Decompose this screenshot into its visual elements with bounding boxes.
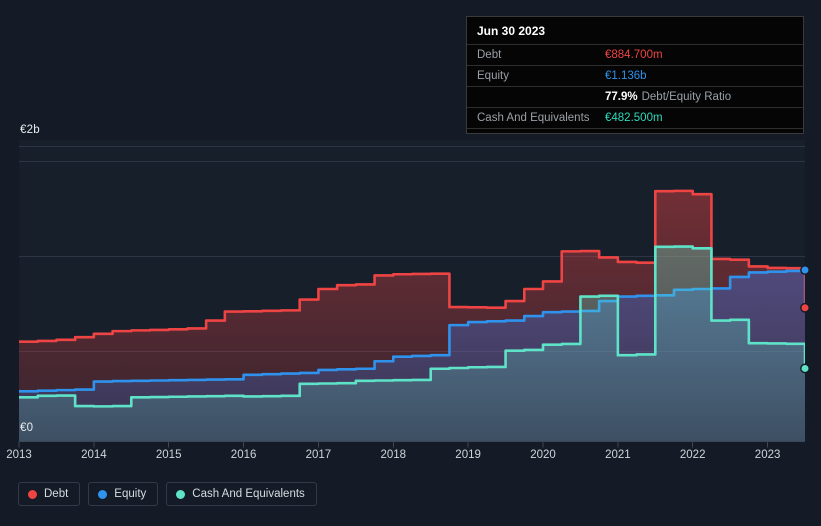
x-axis-tick-label-2017: 2017 xyxy=(305,449,332,461)
x-axis-tick-label-2023: 2023 xyxy=(754,449,781,461)
chart-tooltip: Jun 30 2023 Debt €884.700m Equity €1.136… xyxy=(466,16,804,134)
legend-item-cash[interactable]: Cash And Equivalents xyxy=(166,482,317,506)
line-cash xyxy=(19,245,805,408)
tooltip-row-cash: Cash And Equivalents €482.500m xyxy=(467,107,803,128)
endpoint-marker-debt xyxy=(800,302,810,313)
x-axis-tick-label-2020: 2020 xyxy=(530,449,556,461)
legend-item-debt[interactable]: Debt xyxy=(18,482,81,506)
x-axis-tick-label-2015: 2015 xyxy=(155,449,182,461)
tooltip-row-debt: Debt €884.700m xyxy=(467,44,803,65)
tooltip-row-equity: Equity €1.136b xyxy=(467,65,803,86)
tooltip-label-cash: Cash And Equivalents xyxy=(477,112,590,124)
tooltip-bottom-divider xyxy=(467,128,803,133)
area-cash xyxy=(19,246,805,441)
legend-label: Equity xyxy=(114,488,147,500)
x-axis-tick-label-2016: 2016 xyxy=(230,449,257,461)
chart-legend: Debt Equity Cash And Equivalents xyxy=(18,482,317,506)
x-axis-tick-label-2019: 2019 xyxy=(455,449,481,461)
legend-dot-cash-icon xyxy=(176,489,186,499)
chart-plot-area xyxy=(18,146,810,448)
x-axis-ticks xyxy=(18,441,769,448)
legend-label: Debt xyxy=(44,488,69,500)
tooltip-value-debt: €884.700m xyxy=(605,49,663,61)
tooltip-row-ratio: 77.9% Debt/Equity Ratio xyxy=(467,86,803,107)
x-axis-tick-label-2021: 2021 xyxy=(605,449,631,461)
y-axis-label-zero: €0 xyxy=(20,422,34,434)
tooltip-ratio-percent: 77.9% xyxy=(605,91,638,103)
tooltip-label-equity: Equity xyxy=(477,70,509,82)
x-axis-tick-label-2022: 2022 xyxy=(679,449,706,461)
x-axis-tick-label-2014: 2014 xyxy=(81,449,107,461)
line-debt xyxy=(19,189,805,343)
tooltip-date: Jun 30 2023 xyxy=(477,24,546,38)
legend-dot-debt-icon xyxy=(28,489,37,499)
x-axis-tick-label-2018: 2018 xyxy=(380,449,407,461)
legend-dot-equity-icon xyxy=(98,489,108,499)
legend-item-equity[interactable]: Equity xyxy=(88,482,159,506)
series-layer xyxy=(19,189,805,441)
tooltip-ratio-label: Debt/Equity Ratio xyxy=(641,91,732,103)
endpoint-marker-equity xyxy=(800,265,810,275)
tooltip-value-cash: €482.500m xyxy=(605,112,663,124)
x-axis-labels: 2013 2014 2015 2016 2017 2018 2019 2020 2021 2022… xyxy=(0,449,821,467)
tooltip-label-debt: Debt xyxy=(477,49,502,61)
y-axis-label-top: €2b xyxy=(20,124,40,136)
tooltip-value-equity: €1.136b xyxy=(605,70,647,82)
endpoint-marker-cash xyxy=(800,363,810,374)
x-axis-tick-label-2013: 2013 xyxy=(6,449,32,461)
legend-label: Cash And Equivalents xyxy=(192,488,305,500)
series-endpoint-markers xyxy=(800,265,810,374)
